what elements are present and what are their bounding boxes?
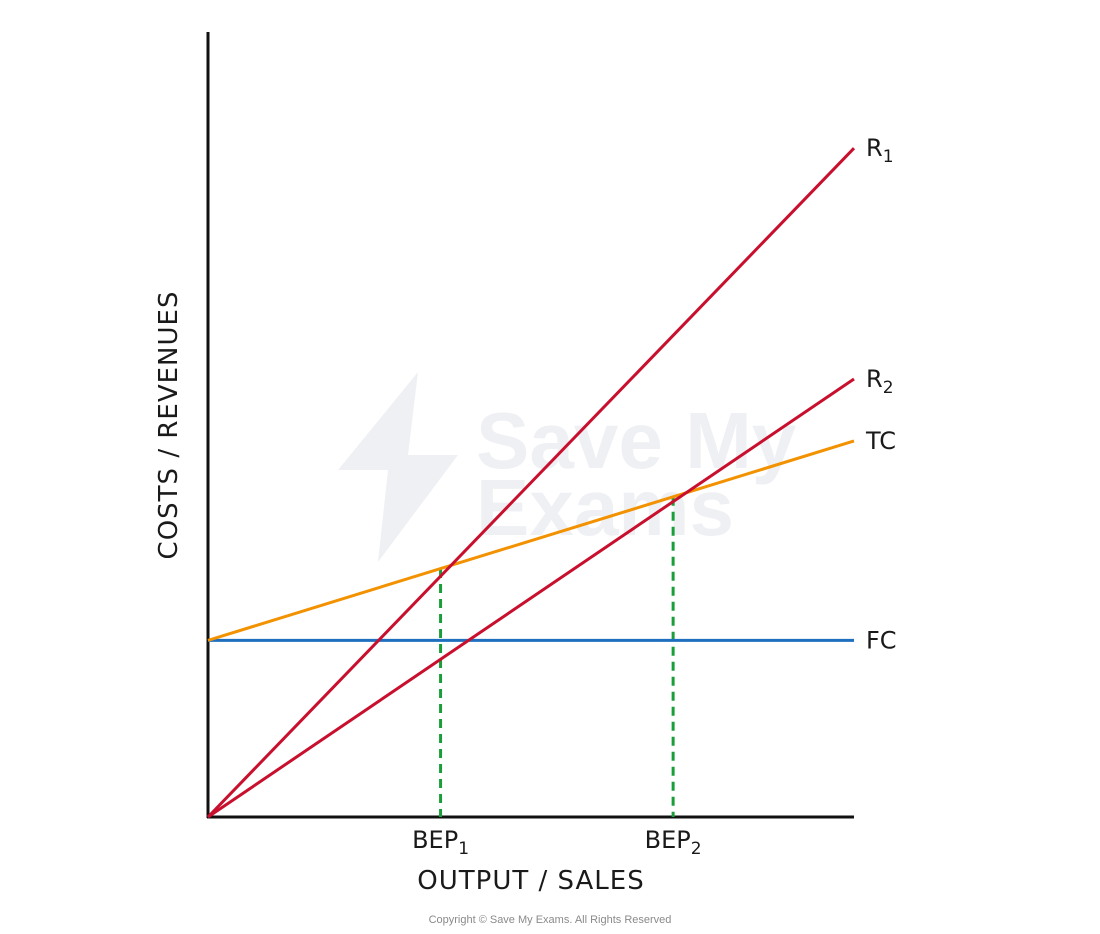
watermark-line-2: Exams: [476, 463, 734, 552]
series-line-r1: [206, 147, 856, 819]
watermark-line-1: Save My: [476, 396, 797, 485]
copyright: Copyright © Save My Exams. All Rights Re…: [429, 914, 672, 926]
y-axis-title: COSTS / REVENUES: [154, 291, 184, 560]
series-line-r2: [207, 377, 855, 819]
series-label-r1: R1: [866, 134, 894, 167]
watermark: Save My Exams: [338, 372, 797, 562]
series-label-tc: TC: [865, 427, 896, 455]
tick-label-bep2: BEP2: [645, 826, 702, 859]
series-line-tc: [207, 439, 855, 642]
tick-label-bep1: BEP1: [412, 826, 469, 859]
x-axis-title: OUTPUT / SALES: [417, 866, 644, 896]
series-label-fc: FC: [866, 626, 897, 654]
watermark-bolt-icon: [338, 372, 458, 562]
series-label-r2: R2: [866, 365, 894, 398]
